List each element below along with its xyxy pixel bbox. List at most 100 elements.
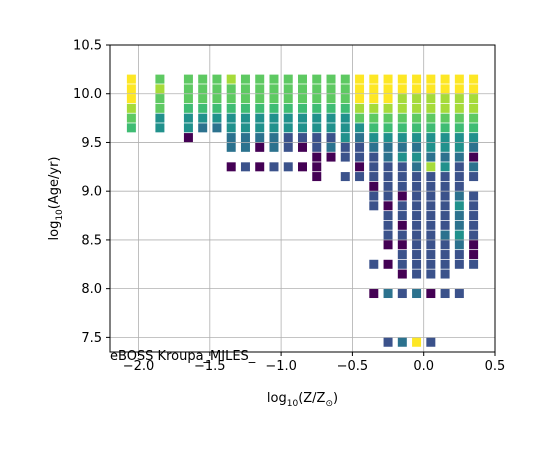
data-cell [398, 240, 407, 249]
data-cell [241, 84, 250, 93]
data-cell [241, 162, 250, 171]
y-tick-label: 8.0 [81, 282, 102, 297]
data-cell [198, 94, 207, 103]
data-cell [369, 260, 378, 269]
data-cell [412, 231, 421, 240]
data-cell [398, 192, 407, 201]
data-cell [355, 114, 364, 123]
data-cell [441, 143, 450, 152]
data-cell [455, 153, 464, 162]
data-cell [241, 123, 250, 132]
data-cell [469, 114, 478, 123]
data-cell [384, 221, 393, 230]
data-cell [455, 114, 464, 123]
data-cell [398, 104, 407, 113]
data-cell [412, 75, 421, 84]
data-cell [455, 201, 464, 210]
x-axis-label-base: log [267, 391, 287, 406]
data-cell [269, 75, 278, 84]
data-cell [426, 123, 435, 132]
data-cell [127, 84, 136, 93]
data-cell [155, 104, 164, 113]
data-cell [412, 270, 421, 279]
data-cell [469, 192, 478, 201]
data-cell [426, 153, 435, 162]
data-cell [184, 104, 193, 113]
data-cell [184, 84, 193, 93]
data-cell [469, 250, 478, 259]
data-cell [426, 250, 435, 259]
data-cell [455, 133, 464, 142]
data-cell [312, 143, 321, 152]
y-tick-label: 10.0 [73, 87, 102, 102]
data-cell [469, 162, 478, 171]
data-cell [426, 231, 435, 240]
data-cell [284, 75, 293, 84]
data-cell [284, 114, 293, 123]
data-cell [298, 133, 307, 142]
data-cell [384, 84, 393, 93]
data-cell [269, 143, 278, 152]
data-cell [469, 172, 478, 181]
data-cell [198, 104, 207, 113]
data-cell [441, 94, 450, 103]
data-cell [455, 123, 464, 132]
data-cell [198, 84, 207, 93]
data-cell [384, 94, 393, 103]
data-cell [355, 143, 364, 152]
data-cell [469, 94, 478, 103]
data-cell [441, 75, 450, 84]
data-cell [369, 201, 378, 210]
data-cell [227, 94, 236, 103]
data-cell [369, 182, 378, 191]
data-cell [127, 123, 136, 132]
data-cell [384, 123, 393, 132]
data-cell [398, 114, 407, 123]
data-cell [469, 231, 478, 240]
data-cell [341, 75, 350, 84]
data-cell [426, 133, 435, 142]
data-cell [355, 153, 364, 162]
data-cell [412, 201, 421, 210]
data-cell [312, 84, 321, 93]
data-cell [312, 172, 321, 181]
data-cell [255, 75, 264, 84]
data-cell [241, 114, 250, 123]
data-cell [412, 104, 421, 113]
data-cell [355, 84, 364, 93]
data-cell [298, 104, 307, 113]
data-cell [269, 94, 278, 103]
data-cell [384, 153, 393, 162]
survey-annotation: eBOSS Kroupa_MILES_ [110, 349, 256, 364]
data-cell [369, 114, 378, 123]
x-axis-label-subscript: 10 [287, 399, 299, 409]
data-cell [398, 94, 407, 103]
data-cell [398, 123, 407, 132]
data-cell [426, 172, 435, 181]
data-cell [241, 94, 250, 103]
data-cell [412, 211, 421, 220]
data-cell [269, 133, 278, 142]
data-cell [155, 75, 164, 84]
data-cell [412, 143, 421, 152]
y-tick-label: 10.5 [73, 39, 102, 54]
data-cell [241, 104, 250, 113]
data-cell [369, 153, 378, 162]
y-tick-label: 7.5 [81, 331, 102, 346]
data-cell [412, 94, 421, 103]
data-cell [369, 104, 378, 113]
data-cell [255, 84, 264, 93]
data-cell [227, 104, 236, 113]
data-cell [412, 172, 421, 181]
data-cell [212, 114, 221, 123]
data-cell [227, 84, 236, 93]
data-cell [455, 162, 464, 171]
data-cell [284, 84, 293, 93]
data-cell [455, 250, 464, 259]
data-cell [426, 289, 435, 298]
x-axis-label-var: (Z/Z [298, 391, 325, 406]
data-cell [426, 201, 435, 210]
data-cell [426, 162, 435, 171]
